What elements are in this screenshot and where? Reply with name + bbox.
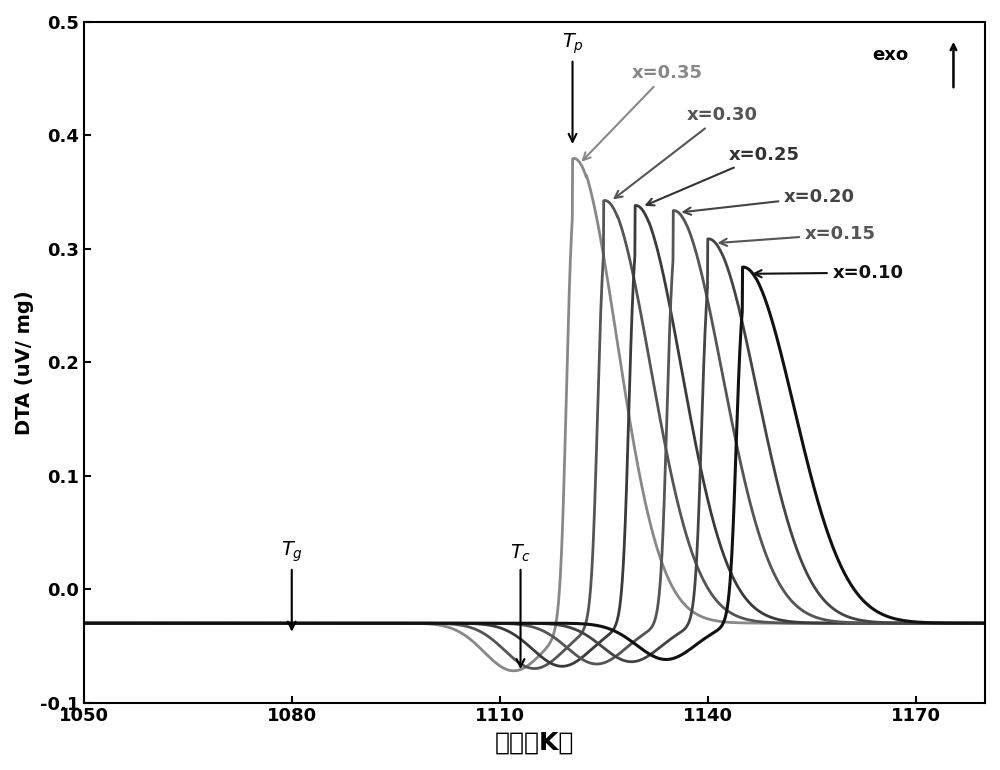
Text: x=0.15: x=0.15 [720, 225, 876, 246]
Text: exo: exo [872, 46, 908, 64]
Text: x=0.35: x=0.35 [583, 64, 702, 160]
X-axis label: 温度（K）: 温度（K） [495, 731, 574, 755]
Text: x=0.25: x=0.25 [647, 146, 800, 206]
Y-axis label: DTA (uV/ mg): DTA (uV/ mg) [15, 290, 34, 434]
Text: x=0.30: x=0.30 [615, 106, 758, 198]
Text: $T_g$: $T_g$ [281, 540, 303, 629]
Text: $T_c$: $T_c$ [510, 543, 531, 667]
Text: $T_p$: $T_p$ [562, 32, 583, 142]
Text: x=0.20: x=0.20 [684, 188, 855, 215]
Text: x=0.10: x=0.10 [754, 263, 903, 282]
